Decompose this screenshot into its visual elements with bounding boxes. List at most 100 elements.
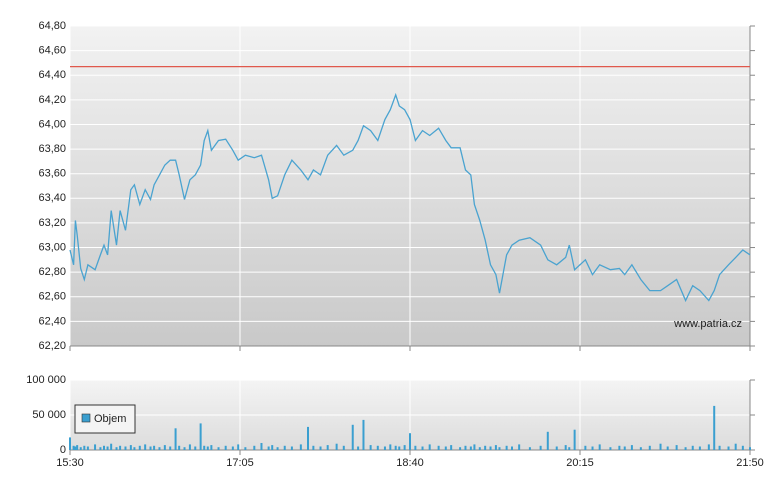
volume-bar xyxy=(357,446,360,450)
x-tick-label: 20:15 xyxy=(566,457,594,469)
volume-bar xyxy=(437,445,440,450)
volume-bar xyxy=(203,445,206,450)
volume-bar xyxy=(369,445,372,450)
volume-bar xyxy=(659,443,662,450)
volume-bar xyxy=(299,444,302,450)
volume-bar xyxy=(713,405,716,450)
volume-bar xyxy=(450,445,453,450)
volume-bar xyxy=(494,445,497,450)
x-tick-label: 18:40 xyxy=(396,457,424,469)
volume-bar xyxy=(398,446,401,450)
y-tick-label: 63,20 xyxy=(38,217,66,229)
y-tick-label: 64,40 xyxy=(38,69,66,81)
volume-bar xyxy=(409,433,411,450)
volume-bar xyxy=(103,445,105,450)
volume-bar xyxy=(224,445,227,450)
y-tick-label: 64,60 xyxy=(38,45,66,57)
volume-bar xyxy=(144,444,147,450)
volume-bar xyxy=(528,447,531,450)
volume-bar xyxy=(564,445,567,450)
volume-bar xyxy=(237,444,240,450)
volume-bar xyxy=(584,445,587,450)
volume-bar xyxy=(444,446,447,450)
volume-bar xyxy=(307,426,309,450)
volume-bar xyxy=(414,445,417,450)
volume-bar xyxy=(376,445,379,450)
volume-bar xyxy=(74,446,77,450)
volume-bar xyxy=(94,444,97,450)
price-line xyxy=(69,92,751,303)
volume-bar xyxy=(319,446,322,450)
y-tick-label: 50 000 xyxy=(32,409,66,421)
volume-bar xyxy=(124,446,127,450)
y-tick-label: 63,60 xyxy=(38,168,66,180)
volume-bar xyxy=(539,445,542,450)
volume-bar xyxy=(389,444,392,450)
y-tick-label: 0 xyxy=(60,444,66,456)
volume-bar xyxy=(741,445,744,450)
volume-bar xyxy=(138,445,141,450)
volume-bar xyxy=(698,446,701,450)
volume-bar xyxy=(253,445,256,450)
volume-bar xyxy=(478,447,481,450)
volume-bar xyxy=(158,447,161,450)
volume-bar xyxy=(83,445,86,450)
volume-bar xyxy=(283,445,286,450)
volume-bar xyxy=(199,423,202,450)
volume-bar xyxy=(691,445,694,450)
volume-bar xyxy=(119,445,122,450)
volume-bar xyxy=(149,446,152,450)
volume-bar xyxy=(133,447,136,450)
volume-bar xyxy=(312,445,315,450)
volume-bar xyxy=(675,445,678,450)
volume-bar xyxy=(188,444,191,450)
volume-bar xyxy=(194,446,197,450)
volume-bar xyxy=(335,443,338,450)
volume-bar xyxy=(618,445,621,450)
volume-bar xyxy=(727,446,730,450)
volume-bar xyxy=(362,419,365,450)
volume-bar xyxy=(555,446,558,450)
volume-bar xyxy=(469,446,472,450)
volume-bar xyxy=(271,445,274,450)
volume-bar xyxy=(383,446,386,450)
volume-bar xyxy=(505,445,508,450)
volume-bar xyxy=(206,446,209,450)
volume-bar xyxy=(267,446,270,450)
watermark: www.patria.cz xyxy=(673,318,742,330)
volume-bar xyxy=(573,429,576,450)
volume-bar xyxy=(217,447,220,450)
volume-bar xyxy=(183,447,186,450)
volume-bar xyxy=(72,445,75,450)
volume-bar xyxy=(69,437,71,450)
volume-bar xyxy=(79,447,82,450)
volume-bar xyxy=(684,447,687,450)
volume-bar xyxy=(464,445,467,450)
y-tick-label: 63,40 xyxy=(38,192,66,204)
y-tick-label: 62,40 xyxy=(38,315,66,327)
volume-bar xyxy=(489,446,492,450)
legend-label: Objem xyxy=(94,413,126,425)
x-tick-label: 15:30 xyxy=(56,457,84,469)
y-tick-label: 62,20 xyxy=(38,340,66,352)
volume-bar xyxy=(473,444,476,450)
volume-bar xyxy=(511,446,513,450)
volume-bar xyxy=(244,447,247,450)
volume-bar xyxy=(326,445,329,450)
volume-bar xyxy=(351,424,354,450)
y-tick-label: 62,80 xyxy=(38,266,66,278)
volume-bar xyxy=(598,444,601,450)
y-tick-label: 64,80 xyxy=(38,20,66,32)
volume-bar xyxy=(718,445,721,450)
volume-bar xyxy=(210,445,213,450)
volume-bar xyxy=(630,445,633,450)
volume-bar xyxy=(260,443,263,450)
volume-bar xyxy=(498,447,501,450)
volume-bar xyxy=(115,447,118,450)
volume-bar xyxy=(403,445,406,450)
volume-bar xyxy=(163,445,166,450)
volume-bar xyxy=(707,444,710,450)
volume-bar xyxy=(639,447,642,450)
volume-bar xyxy=(666,446,669,450)
